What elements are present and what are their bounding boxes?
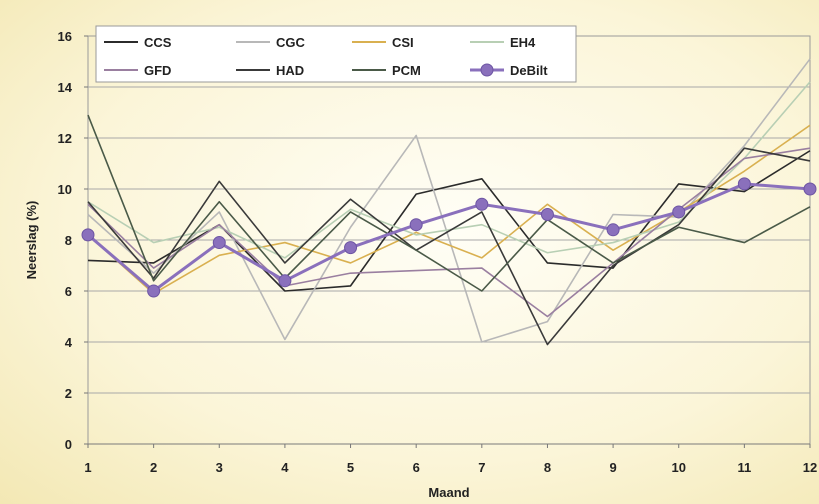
legend-label-ccs: CCS [144,35,172,50]
data-point-debilt [409,218,423,232]
x-tick-label: 1 [84,460,91,475]
legend: CCS CGC CSI EH4 GFD HAD PCM DeBilt [95,25,577,83]
data-point-debilt [672,205,686,219]
y-axis: 0 2 4 6 8 10 12 14 16 [58,29,88,452]
series-line-csi [87,124,811,295]
series-line-had [87,147,811,346]
series-line-debilt [87,182,811,293]
legend-label-cgc: CGC [276,35,306,50]
x-tick-label: 10 [671,460,685,475]
x-tick-label: 7 [478,460,485,475]
data-point-debilt [147,284,161,298]
y-tick-label: 0 [65,437,72,452]
y-tick-label: 14 [58,80,73,95]
y-tick-label: 8 [65,233,72,248]
legend-label-debilt: DeBilt [510,63,548,78]
x-axis-title: Maand [428,485,469,500]
series-line-pcm [87,114,811,292]
data-point-debilt [278,274,292,288]
legend-box [95,25,577,83]
legend-label-pcm: PCM [392,63,421,78]
legend-label-csi: CSI [392,35,414,50]
x-tick-label: 5 [347,460,354,475]
data-point-debilt [540,208,554,221]
x-axis: 1 2 3 4 5 6 7 8 9 10 11 12 [84,444,817,475]
y-tick-label: 12 [58,131,72,146]
data-point-debilt [737,177,751,191]
data-point-debilt [344,241,358,255]
data-point-debilt [475,197,489,211]
y-tick-label: 6 [65,284,72,299]
x-tick-label: 9 [609,460,616,475]
series-lines [81,58,817,346]
data-point-debilt [803,182,817,196]
legend-marker-debilt [480,63,494,77]
y-tick-label: 4 [65,335,73,350]
x-tick-label: 8 [544,460,551,475]
x-tick-label: 11 [737,460,751,475]
y-tick-label: 10 [58,182,72,197]
y-tick-label: 16 [58,29,72,44]
x-tick-label: 3 [216,460,223,475]
series-line-gfd [87,147,811,318]
data-point-debilt [81,228,95,242]
y-tick-label: 2 [65,386,72,401]
legend-label-had: HAD [276,63,304,78]
grid-lines [88,86,810,445]
x-tick-label: 4 [281,460,289,475]
data-point-debilt [606,223,620,237]
x-tick-label: 2 [150,460,157,475]
legend-label-gfd: GFD [144,63,171,78]
x-tick-label: 12 [803,460,817,475]
data-point-debilt [212,236,226,250]
legend-label-eh4: EH4 [510,35,536,50]
y-axis-title: Neerslag (%) [24,201,39,280]
x-tick-label: 6 [413,460,420,475]
